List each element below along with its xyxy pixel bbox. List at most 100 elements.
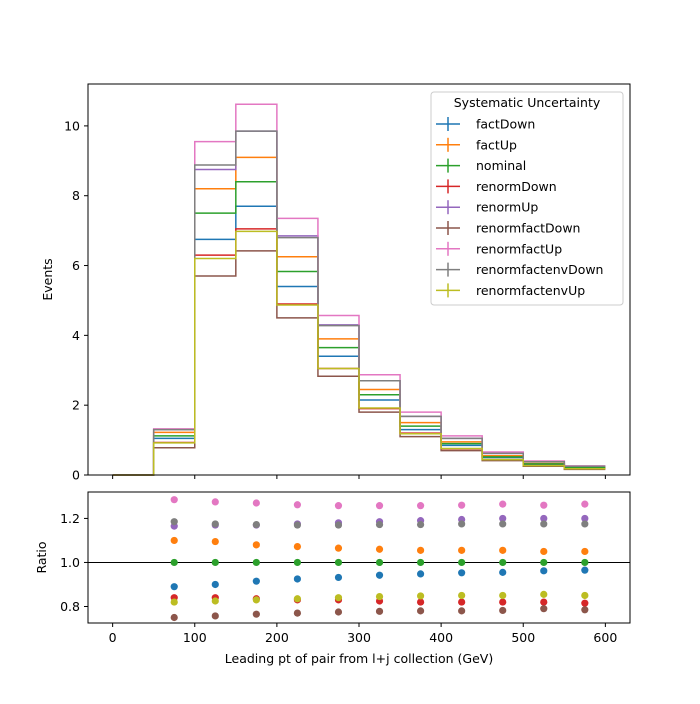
ratio-point-renormfactUp	[375, 502, 384, 510]
ratio-point-renormfactenvDown	[458, 520, 466, 528]
bottom-xtick-label: 200	[265, 630, 289, 645]
ratio-point-renormfactUp	[170, 496, 178, 504]
ratio-point-renormfactUp	[416, 502, 425, 510]
legend-label-factDown: factDown	[476, 117, 535, 132]
ratio-point-renormUp	[499, 514, 507, 523]
ratio-point-renormfactDown	[293, 609, 302, 617]
ratio-point-renormfactenvDown	[252, 520, 260, 529]
ratio-point-renormDown	[540, 598, 548, 606]
ratio-point-renormfactenvUp	[540, 590, 548, 598]
ratio-point-renormfactenvUp	[416, 592, 425, 600]
ratio-point-nominal	[211, 558, 219, 567]
legend-label-factUp: factUp	[476, 137, 517, 152]
ratio-point-renormfactUp	[540, 501, 548, 509]
legend-label-nominal: nominal	[476, 158, 526, 173]
top-ytick-label: 8	[72, 188, 80, 203]
ratio-point-nominal	[170, 558, 178, 567]
ratio-point-renormfactUp	[334, 502, 343, 510]
ratio-point-renormfactDown	[211, 612, 219, 620]
ratio-point-nominal	[540, 558, 548, 567]
ratio-point-nominal	[334, 558, 343, 567]
legend-title: Systematic Uncertainty	[454, 95, 601, 110]
top-ytick-label: 2	[72, 398, 80, 413]
legend-label-renormDown: renormDown	[476, 179, 557, 194]
ratio-point-renormDown	[458, 598, 466, 606]
legend-label-renormfactenvUp: renormfactenvUp	[476, 283, 585, 298]
ratio-point-renormfactenvUp	[581, 591, 589, 600]
top-ytick-label: 4	[72, 328, 80, 343]
ratio-point-renormfactenvDown	[540, 520, 548, 528]
ratio-point-factDown	[416, 570, 425, 578]
top-ytick-label: 10	[64, 118, 80, 133]
top-ytick-label: 0	[72, 468, 80, 483]
ratio-point-factUp	[334, 544, 343, 552]
bottom-xlabel: Leading pt of pair from l+j collection (…	[225, 651, 493, 666]
ratio-point-nominal	[581, 558, 589, 567]
ratio-point-renormUp	[540, 514, 548, 523]
bottom-ytick-label: 0.8	[60, 599, 80, 614]
bottom-xtick-label: 600	[593, 630, 617, 645]
histogram-series-renormfactenvUp	[112, 230, 606, 476]
ratio-point-factDown	[211, 580, 219, 589]
ratio-point-renormfactenvUp	[293, 595, 302, 603]
ratio-point-nominal	[416, 558, 425, 567]
ratio-point-renormfactDown	[458, 607, 466, 615]
ratio-point-factUp	[499, 546, 507, 554]
ratio-point-factUp	[375, 545, 384, 553]
ratio-point-factUp	[416, 546, 425, 554]
ratio-point-factUp	[581, 547, 589, 556]
ratio-point-renormfactenvUp	[375, 592, 384, 601]
ratio-point-renormfactenvUp	[211, 597, 219, 605]
ratio-point-factUp	[458, 546, 466, 554]
ratio-point-renormfactenvDown	[581, 520, 589, 528]
ratio-point-renormfactenvUp	[334, 594, 343, 602]
ratio-point-nominal	[252, 558, 260, 567]
ratio-point-factDown	[375, 571, 384, 579]
ratio-point-renormfactDown	[416, 607, 425, 615]
ratio-point-renormfactDown	[252, 610, 260, 618]
ratio-point-factDown	[499, 568, 507, 576]
legend-label-renormfactenvDown: renormfactenvDown	[476, 262, 603, 277]
ratio-point-factUp	[293, 543, 302, 551]
ratio-panel: 0.8 1.0 1.2 0 100 200 300 400 500 600 Leading pt o…	[34, 491, 631, 666]
ratio-point-renormfactDown	[499, 606, 507, 615]
bottom-ylabel: Ratio	[34, 541, 49, 573]
ratio-point-renormUp	[581, 514, 589, 523]
legend: Systematic Uncertainty factDown factUp nomi…	[430, 91, 624, 306]
ratio-point-nominal	[458, 558, 466, 567]
legend-box	[430, 91, 624, 306]
top-ylabel: Events	[40, 258, 55, 300]
ratio-point-factUp	[170, 536, 178, 545]
ratio-point-renormfactUp	[458, 501, 466, 509]
ratio-point-renormfactenvDown	[375, 520, 384, 529]
ratio-point-renormfactUp	[293, 501, 302, 509]
ratio-point-factUp	[211, 537, 219, 546]
ratio-point-nominal	[499, 558, 507, 567]
ratio-point-factDown	[334, 573, 343, 582]
bottom-xtick-label: 0	[109, 630, 117, 645]
ratio-point-renormfactenvDown	[170, 518, 178, 526]
ratio-point-renormfactenvDown	[334, 521, 343, 529]
legend-label-renormfactUp: renormfactUp	[476, 241, 562, 256]
legend-label-renormUp: renormUp	[476, 200, 538, 215]
ratio-point-renormfactUp	[211, 498, 219, 506]
ratio-point-renormfactDown	[334, 608, 343, 616]
ratio-point-factDown	[252, 577, 260, 585]
bottom-xtick-label: 100	[183, 630, 207, 645]
ratio-point-factDown	[581, 566, 589, 574]
ratio-point-renormfactDown	[170, 613, 178, 622]
ratio-point-factUp	[540, 547, 548, 556]
ratio-point-renormfactenvDown	[211, 520, 219, 528]
ratio-point-renormfactenvDown	[499, 520, 507, 528]
ratio-point-renormfactenvDown	[293, 521, 302, 529]
ratio-point-renormfactDown	[375, 607, 384, 615]
ratio-point-renormDown	[416, 598, 425, 606]
ratio-point-renormfactenvUp	[499, 591, 507, 600]
histogram-series-renormfactenvDown	[112, 130, 606, 476]
bottom-ytick-label: 1.2	[60, 511, 80, 526]
ratio-point-renormfactenvDown	[416, 520, 425, 529]
legend-label-renormfactDown: renormfactDown	[476, 221, 580, 236]
ratio-point-renormfactenvUp	[252, 596, 260, 604]
ratio-point-renormfactUp	[581, 500, 589, 508]
